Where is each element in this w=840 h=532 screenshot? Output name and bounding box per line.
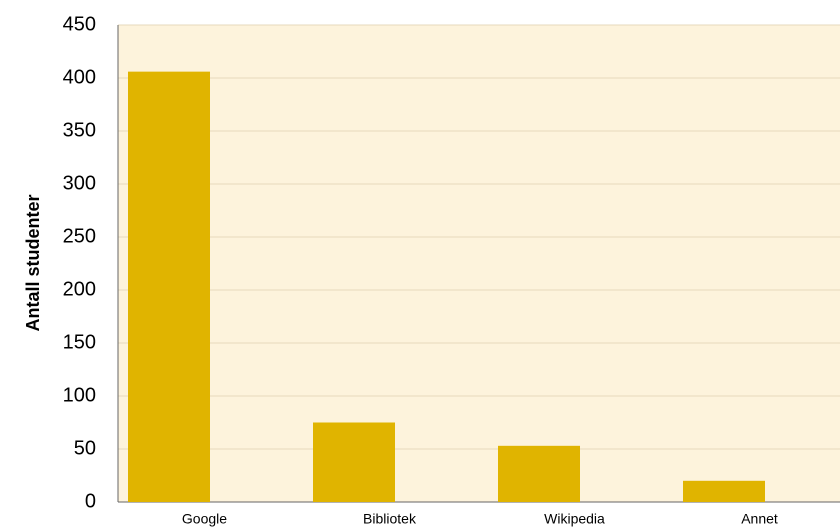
bar <box>128 71 210 502</box>
y-tick-label: 250 <box>63 225 96 247</box>
x-tick-label: Annet <box>741 511 778 527</box>
x-tick-label: Wikipedia <box>544 511 605 527</box>
bar <box>498 445 580 502</box>
bar <box>313 422 395 502</box>
y-tick-label: 450 <box>63 13 96 35</box>
y-tick-label: 350 <box>63 119 96 141</box>
y-tick-label: 50 <box>74 437 96 459</box>
y-tick-label: 300 <box>63 172 96 194</box>
x-tick-label: Google <box>182 511 227 527</box>
plot-area <box>118 25 840 502</box>
bar <box>683 480 765 502</box>
y-tick-label: 200 <box>63 278 96 300</box>
y-tick-label: 150 <box>63 331 96 353</box>
x-tick-label: Bibliotek <box>363 511 417 527</box>
y-tick-label: 0 <box>85 490 96 512</box>
y-tick-label: 100 <box>63 384 96 406</box>
y-axis-label: Antall studenter <box>23 194 43 331</box>
y-tick-label: 400 <box>63 66 96 88</box>
